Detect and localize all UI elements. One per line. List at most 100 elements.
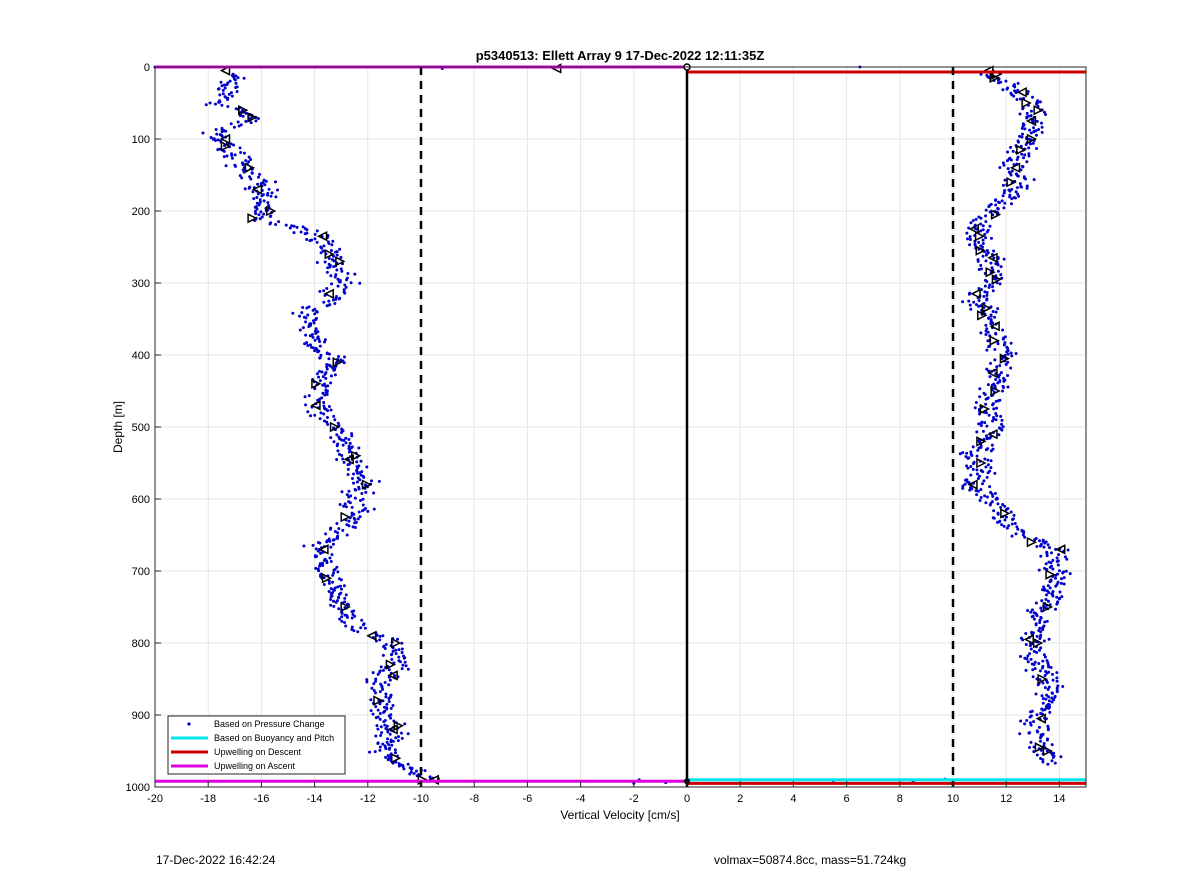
data-point (214, 127, 218, 131)
data-point (1046, 724, 1050, 728)
data-point (298, 328, 302, 332)
data-point (396, 739, 400, 743)
data-point (998, 166, 1002, 170)
x-axis-label: Vertical Velocity [cm/s] (560, 808, 679, 822)
data-point (984, 501, 988, 505)
data-point (360, 618, 364, 622)
data-point (1029, 710, 1033, 714)
data-point (984, 448, 988, 452)
data-point (989, 449, 993, 453)
data-point (1043, 113, 1047, 117)
data-point (374, 705, 378, 709)
data-point (241, 114, 245, 118)
data-point (1003, 178, 1007, 182)
data-point (984, 220, 988, 224)
y-axis-label: Depth [m] (111, 401, 125, 453)
data-point (397, 764, 401, 768)
data-point (1039, 606, 1043, 610)
data-point (992, 249, 996, 253)
data-point (238, 146, 242, 150)
y-tick-label: 0 (144, 62, 150, 74)
data-point (998, 364, 1002, 368)
data-point (301, 225, 305, 229)
data-point (267, 204, 271, 208)
data-point (1005, 350, 1009, 354)
data-point (999, 371, 1003, 375)
data-point (322, 404, 326, 408)
data-point (387, 697, 391, 701)
data-point (982, 295, 986, 299)
data-point (1014, 190, 1018, 194)
data-point (374, 716, 378, 720)
marker-triangle (244, 162, 256, 174)
data-point (365, 465, 369, 469)
data-point (330, 243, 334, 247)
axes: -20 -18 -16 -14 -12 -10 -8 -6 -4 -2 0 2 4 6 8 10 12 14010… (126, 62, 1087, 805)
data-point (323, 372, 327, 376)
y-tick-label: 200 (132, 206, 150, 218)
data-point (357, 446, 361, 450)
data-point (1035, 753, 1039, 757)
data-point (385, 707, 389, 711)
data-point (335, 536, 339, 540)
data-point (315, 372, 319, 376)
legend-label: Based on Pressure Change (214, 719, 325, 729)
data-point (240, 176, 244, 180)
x-tick-label: -18 (200, 793, 216, 805)
data-point (1055, 671, 1059, 675)
data-point (320, 246, 324, 250)
data-point (991, 289, 995, 293)
data-point (983, 232, 987, 236)
data-point (994, 310, 998, 314)
data-point (319, 353, 323, 357)
data-point (230, 156, 234, 160)
data-point (361, 503, 365, 507)
data-point (258, 172, 262, 176)
data-point (1023, 722, 1027, 726)
data-point (218, 93, 222, 97)
x-tick-label: -16 (253, 793, 269, 805)
data-point (344, 441, 348, 445)
data-point (1026, 608, 1030, 612)
data-point (331, 580, 335, 584)
data-point (1040, 609, 1044, 613)
data-point (969, 473, 973, 477)
marker-triangle (316, 230, 328, 242)
data-point (351, 525, 355, 529)
data-point (360, 492, 364, 496)
data-point (1039, 646, 1043, 650)
data-point (983, 284, 987, 288)
data-point (374, 677, 378, 681)
data-point (996, 512, 1000, 516)
data-point (317, 369, 321, 373)
data-point (324, 532, 328, 536)
data-point (984, 208, 988, 212)
data-point (331, 298, 335, 302)
data-point (397, 648, 401, 652)
data-point (329, 248, 333, 252)
data-point (317, 569, 321, 573)
data-point (229, 91, 233, 95)
data-point (1044, 697, 1048, 701)
data-point (968, 303, 972, 307)
data-point (353, 272, 357, 276)
data-point (329, 408, 333, 412)
data-point (1005, 87, 1009, 91)
data-point (225, 154, 229, 158)
data-point (233, 78, 237, 82)
data-point (1025, 111, 1029, 115)
data-point (341, 457, 345, 461)
data-point (247, 186, 251, 190)
data-point (341, 528, 345, 532)
data-point (331, 538, 335, 542)
data-point (1047, 637, 1051, 641)
data-point (299, 230, 303, 234)
data-point (388, 732, 392, 736)
data-point (398, 660, 402, 664)
data-point (403, 660, 407, 664)
data-point (1000, 418, 1004, 422)
data-point (414, 769, 418, 773)
data-point (1059, 581, 1063, 585)
data-point (375, 724, 379, 728)
data-point (354, 488, 358, 492)
